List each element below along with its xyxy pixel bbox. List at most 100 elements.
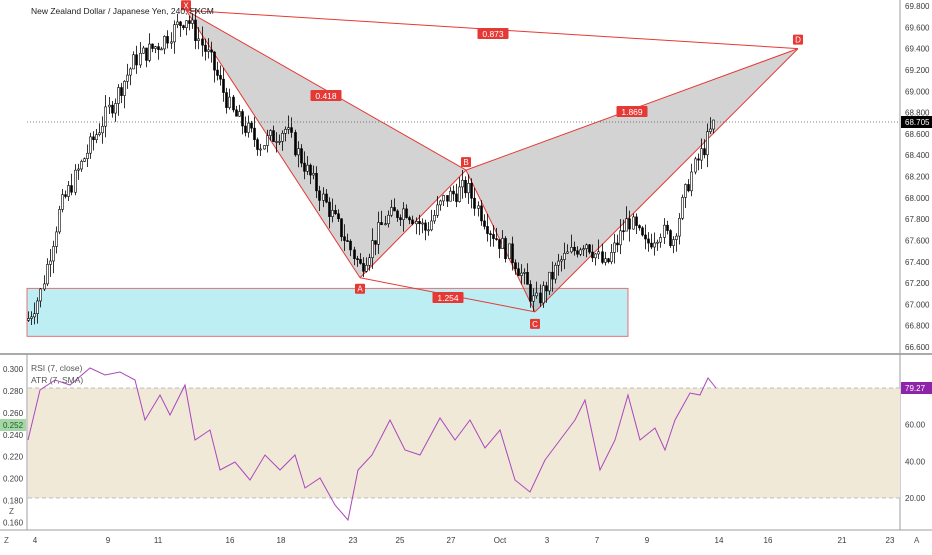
candle-up <box>390 207 393 216</box>
price-tick-label: 69.000 <box>905 87 930 96</box>
price-tick-label: 69.200 <box>905 66 930 75</box>
rsi-current-tag <box>901 382 932 394</box>
candle-up <box>173 24 176 43</box>
candle-down <box>343 236 346 241</box>
atr-tick-label: 0.240 <box>3 431 24 440</box>
candle-down <box>483 220 486 227</box>
candle-up <box>535 292 538 297</box>
candle-up <box>207 49 210 52</box>
time-tick-label: 16 <box>764 536 773 545</box>
price-tick-label: 67.600 <box>905 236 930 245</box>
candle-up <box>185 20 188 29</box>
price-tick-label: 67.200 <box>905 279 930 288</box>
time-tick-label: 21 <box>838 536 847 545</box>
candle-down <box>374 240 377 245</box>
time-tick-label: 23 <box>886 536 895 545</box>
candle-down <box>380 222 383 225</box>
candle-up <box>77 168 80 171</box>
ratio-label: 0.418 <box>315 91 337 101</box>
time-axis[interactable]: 4 9 11 16 18 23 25 27 Oct 3 7 9 14 16 21 23 <box>33 536 895 545</box>
leg-cd <box>534 48 799 313</box>
time-tick-label: 25 <box>396 536 405 545</box>
pattern-triangle-bcd <box>466 48 798 312</box>
candle-down <box>315 173 318 192</box>
candle-up <box>681 197 684 219</box>
candle-up <box>694 158 697 173</box>
atr-legend: ATR (7, SMA) <box>31 375 83 385</box>
candle-up <box>557 260 560 266</box>
candle-up <box>548 271 551 292</box>
candle-down <box>638 225 641 229</box>
price-axis[interactable]: 69.800 69.600 69.400 69.200 69.000 68.800 68.6… <box>905 2 930 352</box>
ratio-label: 1.254 <box>437 293 459 303</box>
candle-up <box>132 54 135 70</box>
atr-current-label: 0.252 <box>3 421 24 430</box>
candle-up <box>269 130 272 136</box>
candle-down <box>340 218 343 238</box>
candle-down <box>328 201 331 217</box>
ratio-label: 1.869 <box>621 107 643 117</box>
price-tick-label: 67.800 <box>905 215 930 224</box>
candle-up <box>263 145 266 150</box>
candle-down <box>353 249 356 259</box>
candle-up <box>312 173 315 176</box>
candle-up <box>477 205 480 209</box>
price-tick-label: 69.800 <box>905 2 930 11</box>
candle-up <box>384 223 387 226</box>
candle-up <box>98 132 101 135</box>
point-label-c: C <box>532 320 538 329</box>
ratio-labels: 0.418 1.254 1.869 0.873 <box>310 28 648 303</box>
candle-up <box>80 161 83 170</box>
candle-up <box>656 241 659 244</box>
candle-down <box>576 250 579 255</box>
candle-down <box>446 195 449 202</box>
candle-down <box>151 43 154 49</box>
candle-up <box>117 87 120 104</box>
atr-current-tag <box>0 419 26 431</box>
candle-down <box>216 69 219 76</box>
ratio-badge <box>616 106 648 117</box>
current-price-tag <box>901 116 932 128</box>
point-label-x: X <box>183 1 189 10</box>
candle-up <box>570 246 573 253</box>
price-tick-label: 68.600 <box>905 130 930 139</box>
candle-up <box>542 285 545 304</box>
candle-down <box>647 238 650 244</box>
candle-up <box>684 184 687 198</box>
candle-down <box>213 51 216 71</box>
candle-up <box>672 239 675 246</box>
candle-down <box>489 233 492 235</box>
candle-up <box>430 220 433 231</box>
candle-down <box>188 20 191 24</box>
candle-up <box>61 194 64 210</box>
candle-down <box>204 44 207 52</box>
candle-up <box>247 122 250 133</box>
candle-down <box>622 230 625 233</box>
candle-up <box>579 249 582 255</box>
candle-up <box>368 257 371 266</box>
corner-bottom-right[interactable]: A <box>914 536 920 545</box>
candle-down <box>573 246 576 252</box>
corner-bottom-left[interactable]: Z <box>4 536 9 545</box>
rsi-axis: 60.00 40.00 20.00 <box>905 421 926 503</box>
candle-down <box>517 268 520 276</box>
candle-up <box>39 288 42 302</box>
candle-down <box>669 230 672 246</box>
point-badge <box>793 34 803 45</box>
candle-down <box>232 96 235 111</box>
candle-down <box>396 210 399 218</box>
candle-down <box>408 217 411 221</box>
candle-up <box>415 221 418 225</box>
candle-up <box>613 242 616 253</box>
candle-up <box>297 148 300 156</box>
candle-up <box>278 141 281 143</box>
candle-up <box>126 74 129 82</box>
candle-up <box>663 224 666 238</box>
candle-down <box>455 193 458 202</box>
candle-down <box>607 258 610 263</box>
candle-up <box>259 148 262 151</box>
atr-tick-label: 0.300 <box>3 365 24 374</box>
candle-down <box>393 207 396 212</box>
